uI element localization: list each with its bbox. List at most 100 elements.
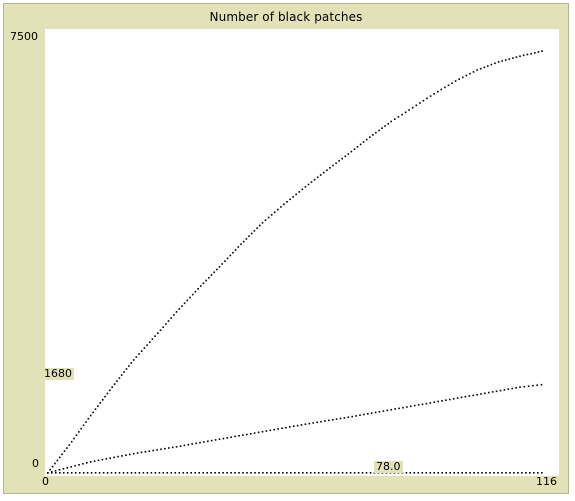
series-value-label: 78.0 bbox=[374, 460, 403, 473]
series-2-point bbox=[527, 385, 530, 387]
series-1-point bbox=[256, 227, 258, 229]
series-1-point bbox=[82, 424, 85, 427]
series-3-point bbox=[357, 472, 360, 474]
series-2-point bbox=[164, 447, 166, 450]
series-1-point bbox=[175, 311, 178, 313]
series-3-point bbox=[525, 472, 527, 474]
series-1-point bbox=[375, 131, 377, 134]
series-1-point bbox=[501, 60, 503, 62]
series-3-point bbox=[226, 472, 228, 474]
series-1-point bbox=[429, 95, 432, 97]
series-2-point bbox=[460, 396, 463, 399]
series-3-point bbox=[321, 472, 324, 474]
series-1-point bbox=[469, 72, 471, 75]
series-1-point bbox=[138, 353, 140, 355]
series-3-point bbox=[473, 472, 475, 474]
series-2-point bbox=[246, 433, 248, 436]
series-3-point bbox=[130, 472, 133, 474]
series-1-point bbox=[213, 271, 215, 274]
series-3-point bbox=[449, 472, 451, 474]
series-1-point bbox=[143, 347, 146, 349]
series-1-point bbox=[157, 332, 159, 334]
series-2-point bbox=[277, 428, 279, 430]
series-2-point bbox=[374, 411, 377, 414]
series-2-point bbox=[156, 449, 158, 451]
series-3-point bbox=[90, 472, 93, 474]
series-3-point bbox=[509, 472, 511, 474]
series-1-point bbox=[286, 201, 288, 203]
series-3-point bbox=[481, 472, 483, 474]
series-2-point bbox=[402, 406, 404, 409]
series-1-point bbox=[224, 260, 226, 262]
series-1-point bbox=[135, 356, 138, 358]
series-1-point bbox=[106, 392, 109, 395]
series-2-point bbox=[503, 389, 506, 391]
series-1-point bbox=[118, 377, 121, 379]
series-3-point bbox=[497, 472, 499, 474]
series-1-point bbox=[240, 243, 242, 245]
series-3-point bbox=[329, 472, 332, 474]
series-1-point bbox=[63, 450, 66, 452]
series-3-point bbox=[110, 472, 113, 474]
series-3-point bbox=[369, 472, 372, 474]
series-1-point bbox=[479, 67, 482, 70]
series-2-point bbox=[417, 404, 420, 406]
series-2-point bbox=[273, 428, 275, 431]
series-1-point bbox=[338, 160, 340, 162]
series-2-point bbox=[261, 430, 264, 433]
series-3-point bbox=[62, 472, 65, 474]
series-3-point bbox=[166, 472, 169, 474]
series-1-point bbox=[419, 102, 421, 104]
series-1-point bbox=[476, 69, 478, 71]
series-2-point bbox=[148, 450, 151, 452]
series-3-point bbox=[78, 472, 81, 474]
series-2-point bbox=[218, 438, 221, 440]
series-2-point bbox=[191, 443, 193, 445]
series-1-point bbox=[350, 150, 353, 153]
series-1-point bbox=[451, 82, 453, 84]
series-1-point bbox=[437, 90, 439, 93]
series-3-point bbox=[230, 472, 232, 474]
series-1-point bbox=[178, 308, 181, 310]
series-3-point bbox=[325, 472, 328, 474]
plot-area bbox=[45, 29, 559, 476]
series-1-point bbox=[130, 362, 133, 364]
series-3-point bbox=[517, 472, 519, 474]
series-2-point bbox=[511, 387, 513, 390]
series-1-point bbox=[218, 266, 221, 268]
series-2-point bbox=[441, 400, 443, 402]
series-3-point bbox=[425, 472, 428, 474]
series-3-point bbox=[106, 472, 109, 474]
series-1-point bbox=[301, 188, 304, 191]
series-1-point bbox=[472, 71, 475, 73]
series-3-point bbox=[51, 472, 53, 474]
series-2-point bbox=[331, 419, 334, 421]
series-3-point bbox=[206, 472, 208, 474]
series-2-point bbox=[339, 417, 342, 420]
x-axis-min-label: 0 bbox=[42, 475, 49, 488]
series-3-point bbox=[138, 472, 141, 474]
series-3-point bbox=[361, 472, 364, 474]
series-3-point bbox=[150, 472, 153, 474]
series-1-point bbox=[310, 181, 313, 183]
series-1-point bbox=[109, 389, 111, 392]
series-2-point bbox=[312, 422, 314, 424]
series-2-point bbox=[136, 452, 139, 454]
series-1-point bbox=[408, 109, 410, 111]
series-1-point bbox=[365, 138, 368, 141]
series-2-point bbox=[413, 404, 416, 407]
series-1-point bbox=[66, 447, 68, 449]
series-2-point bbox=[183, 444, 186, 447]
series-2-point bbox=[242, 434, 244, 436]
series-1-point bbox=[494, 62, 496, 65]
series-2-point bbox=[370, 412, 373, 414]
series-3-point bbox=[461, 472, 463, 474]
series-1-point bbox=[264, 219, 267, 221]
series-1-point bbox=[146, 344, 148, 346]
series-1-point bbox=[54, 462, 56, 465]
series-3-point bbox=[262, 472, 264, 474]
series-1-point bbox=[70, 440, 73, 443]
series-3-point bbox=[537, 472, 539, 474]
series-3-point bbox=[489, 472, 491, 474]
series-1-point bbox=[237, 246, 240, 248]
